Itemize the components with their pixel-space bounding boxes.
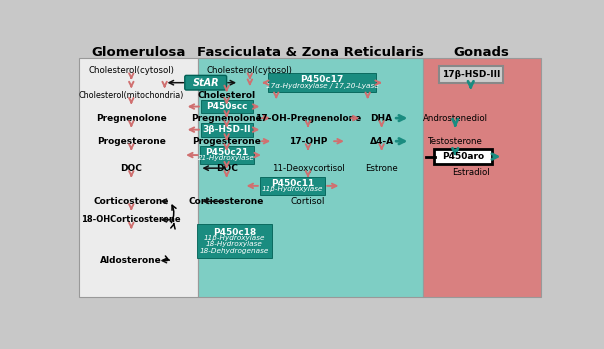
Text: P450c18: P450c18	[213, 228, 256, 237]
FancyBboxPatch shape	[439, 66, 503, 83]
FancyBboxPatch shape	[423, 58, 541, 297]
Text: StAR: StAR	[193, 78, 219, 88]
Text: P450c21: P450c21	[205, 148, 248, 157]
FancyBboxPatch shape	[198, 58, 423, 297]
Text: Cholesterol(cytosol): Cholesterol(cytosol)	[88, 66, 174, 75]
Text: 11-Deoxycortisol: 11-Deoxycortisol	[272, 164, 344, 173]
Text: Fasciculata & Zona Reticularis: Fasciculata & Zona Reticularis	[197, 46, 424, 59]
Text: Aldosterone: Aldosterone	[100, 256, 162, 265]
Text: Progesterone: Progesterone	[97, 137, 165, 146]
Text: 17-OH-Pregnenolone: 17-OH-Pregnenolone	[255, 114, 361, 122]
Text: 11β-Hydroxylase: 11β-Hydroxylase	[262, 186, 323, 192]
Text: 11β-Hydroxylase: 11β-Hydroxylase	[204, 235, 265, 241]
FancyBboxPatch shape	[185, 75, 226, 90]
Text: Pregnenolone: Pregnenolone	[96, 114, 167, 122]
Text: Cortisol: Cortisol	[291, 197, 325, 206]
FancyBboxPatch shape	[79, 58, 198, 297]
Text: DOC: DOC	[120, 164, 142, 173]
FancyBboxPatch shape	[201, 123, 252, 136]
Text: Δ4-A: Δ4-A	[370, 137, 394, 146]
Text: 3β-HSD-II: 3β-HSD-II	[202, 125, 251, 134]
Text: 17β-HSD-III: 17β-HSD-III	[442, 70, 500, 79]
Text: Cholesterol(mitochondria): Cholesterol(mitochondria)	[79, 90, 184, 99]
Text: Cholesterol(cytosol): Cholesterol(cytosol)	[207, 66, 293, 75]
Text: DOC: DOC	[216, 164, 237, 173]
Text: P450c17: P450c17	[300, 75, 344, 84]
Text: Testosterone: Testosterone	[428, 137, 483, 146]
Text: Estrone: Estrone	[365, 164, 398, 173]
Text: P450scc: P450scc	[206, 102, 248, 111]
Text: P450aro: P450aro	[442, 152, 484, 161]
Text: 18-Hydroxylase: 18-Hydroxylase	[206, 242, 263, 247]
Text: 17-OHP: 17-OHP	[289, 137, 327, 146]
Text: 21-Hydroxylase: 21-Hydroxylase	[198, 155, 255, 161]
Text: Estradiol: Estradiol	[452, 168, 490, 177]
Text: Corticosterone: Corticosterone	[189, 197, 265, 206]
FancyBboxPatch shape	[268, 73, 376, 92]
Text: 18-OHCorticosterone: 18-OHCorticosterone	[82, 215, 181, 224]
Text: 17α-Hydroxylase / 17,20-Lyase: 17α-Hydroxylase / 17,20-Lyase	[266, 82, 378, 89]
Text: P450c11: P450c11	[271, 179, 314, 187]
Text: Pregnenolone: Pregnenolone	[191, 114, 262, 122]
FancyBboxPatch shape	[434, 149, 492, 164]
Text: Cholesterol: Cholesterol	[198, 90, 255, 99]
FancyBboxPatch shape	[197, 224, 272, 258]
Text: 18-Dehydrogenase: 18-Dehydrogenase	[200, 247, 269, 254]
Text: DHA: DHA	[371, 114, 393, 122]
Text: Glomerulosa: Glomerulosa	[91, 46, 185, 59]
Text: Corticosterone: Corticosterone	[94, 197, 169, 206]
FancyBboxPatch shape	[201, 99, 252, 113]
FancyBboxPatch shape	[260, 177, 325, 195]
Text: Gonads: Gonads	[454, 46, 510, 59]
Text: Androstenediol: Androstenediol	[423, 114, 488, 122]
Text: Progesterone: Progesterone	[192, 137, 261, 146]
FancyBboxPatch shape	[199, 146, 254, 164]
